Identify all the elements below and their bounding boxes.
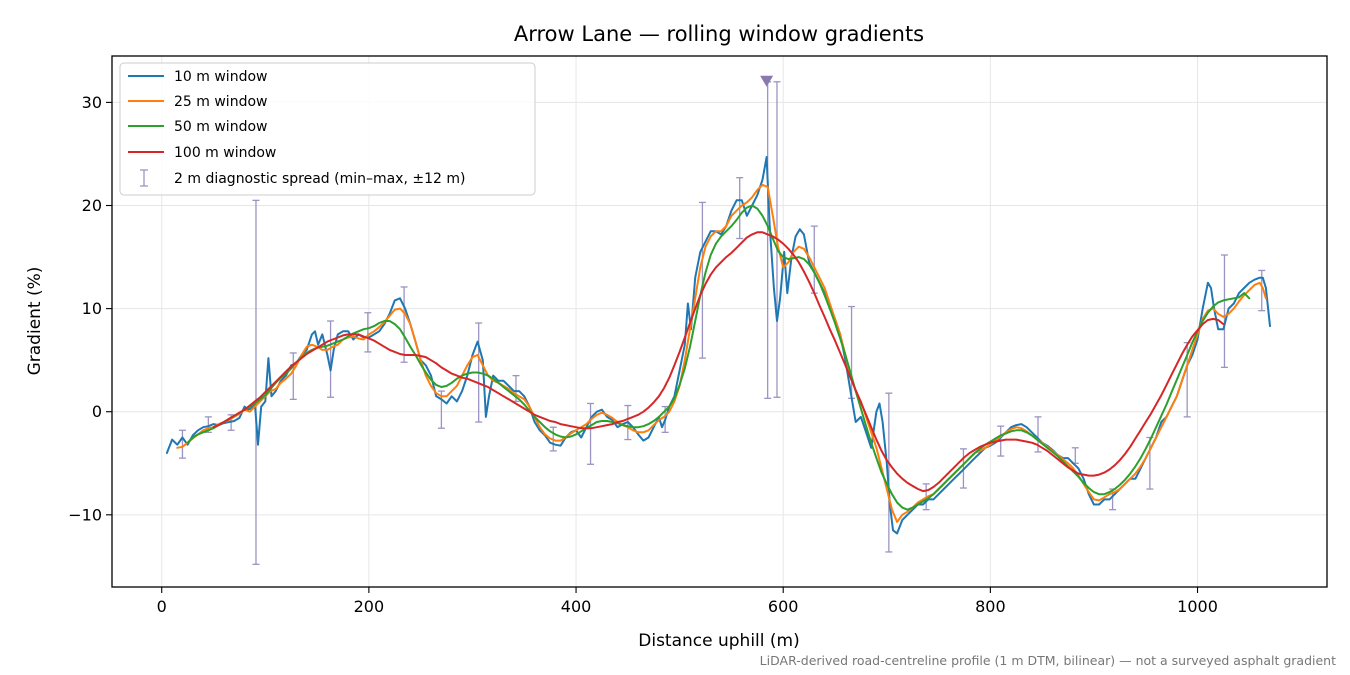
legend: 10 m window 25 m window 50 m window 100 … bbox=[119, 62, 536, 196]
x-axis: 0 200 400 600 800 1000 bbox=[157, 587, 1218, 616]
errorbar bbox=[252, 199, 260, 565]
x-tick-label: 400 bbox=[561, 597, 592, 616]
x-axis-title: Distance uphill (m) bbox=[638, 631, 799, 651]
legend-label-10m: 10 m window bbox=[174, 69, 267, 85]
errorbar bbox=[1220, 254, 1228, 369]
x-tick-label: 600 bbox=[768, 597, 799, 616]
y-tick-label: 0 bbox=[92, 402, 102, 421]
errorbar bbox=[885, 392, 893, 553]
legend-label-errorbar: 2 m diagnostic spread (min–max, ±12 m) bbox=[174, 171, 465, 187]
legend-swatch-errorbar bbox=[140, 169, 148, 187]
errorbar bbox=[178, 429, 186, 459]
x-tick-label: 0 bbox=[157, 597, 167, 616]
x-tick-label: 1000 bbox=[1177, 597, 1218, 616]
y-axis-title: Gradient (%) bbox=[25, 267, 45, 376]
peak-marker bbox=[760, 75, 774, 87]
x-tick-label: 200 bbox=[354, 597, 385, 616]
y-tick-label: −10 bbox=[68, 505, 102, 524]
legend-label-50m: 50 m window bbox=[174, 119, 267, 135]
errorbar bbox=[364, 312, 372, 353]
y-tick-label: 20 bbox=[82, 196, 102, 215]
errorbar bbox=[587, 402, 595, 465]
series-line-3 bbox=[212, 231, 1225, 493]
errorbar bbox=[400, 286, 408, 363]
legend-label-25m: 25 m window bbox=[174, 94, 267, 110]
legend-label-100m: 100 m window bbox=[174, 145, 276, 161]
plot-frame bbox=[111, 55, 1328, 588]
x-tick-label: 800 bbox=[975, 597, 1006, 616]
errorbar bbox=[289, 352, 297, 400]
y-tick-label: 30 bbox=[82, 93, 102, 112]
errorbar bbox=[698, 201, 706, 359]
series-group bbox=[165, 156, 1271, 535]
chart-title: Arrow Lane — rolling window gradients bbox=[514, 22, 924, 46]
series-line-1 bbox=[176, 183, 1267, 523]
y-axis: −10 0 10 20 30 bbox=[68, 93, 112, 524]
footnote: LiDAR-derived road-centreline profile (1… bbox=[760, 653, 1336, 668]
legend-box bbox=[119, 62, 536, 196]
errorbar bbox=[327, 320, 335, 398]
y-tick-label: 10 bbox=[82, 299, 102, 318]
